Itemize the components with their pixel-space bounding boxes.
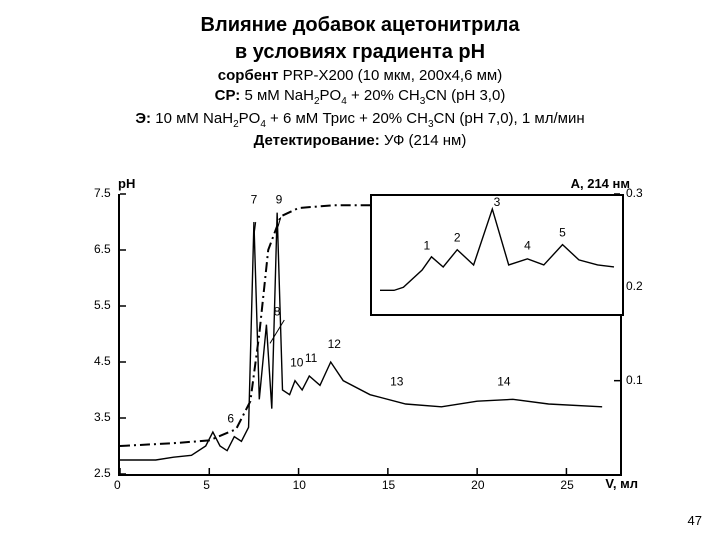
svg-text:6: 6 <box>227 412 234 426</box>
svg-text:4: 4 <box>524 239 531 253</box>
inset-svg: 1 2 3 4 5 <box>372 196 622 314</box>
chart-container: pH A, 214 нм V, мл 67891011121314 12345 … <box>80 180 640 510</box>
e-line: Э: 10 мМ NaH2PO4 + 6 мМ Трис + 20% CH3CN… <box>0 109 720 132</box>
svg-text:9: 9 <box>276 192 283 206</box>
svg-text:13: 13 <box>390 374 404 388</box>
svg-text:2: 2 <box>454 231 461 245</box>
x-axis-label: V, мл <box>605 476 638 491</box>
svg-text:8: 8 <box>274 304 281 318</box>
svg-text:1: 1 <box>423 239 430 253</box>
plot-area: 67891011121314 12345 <box>118 194 622 476</box>
y-left-label: pH <box>118 176 135 191</box>
svg-text:7: 7 <box>251 192 258 206</box>
title-line-1: Влияние добавок ацетонитрила <box>0 12 720 39</box>
sorbent-line: сорбент PRP-X200 (10 мкм, 200x4,6 мм) <box>0 66 720 86</box>
svg-text:3: 3 <box>494 196 501 209</box>
svg-text:5: 5 <box>559 226 566 240</box>
sorbent-label: сорбент <box>218 67 283 84</box>
svg-text:12: 12 <box>328 337 342 351</box>
svg-text:11: 11 <box>305 351 318 365</box>
slide: Влияние добавок ацетонитрила в условиях … <box>0 0 720 540</box>
slide-number: 47 <box>688 513 702 528</box>
e-label: Э: <box>135 110 155 127</box>
inset-chart: 1 2 3 4 5 <box>370 194 624 316</box>
cp-line: СР: 5 мМ NaH2PO4 + 20% CH3CN (рН 3,0) <box>0 86 720 109</box>
detection-line: Детектирование: УФ (214 нм) <box>0 131 720 151</box>
detection-value: УФ (214 нм) <box>384 132 466 149</box>
svg-text:10: 10 <box>290 356 304 370</box>
svg-text:14: 14 <box>497 374 511 388</box>
y-right-label: A, 214 нм <box>571 176 630 191</box>
title-block: Влияние добавок ацетонитрила в условиях … <box>0 0 720 152</box>
detection-label: Детектирование: <box>254 132 384 149</box>
title-line-2: в условиях градиента рН <box>0 39 720 66</box>
cp-label: СР: <box>215 87 245 104</box>
sorbent-value: PRP-X200 (10 мкм, 200x4,6 мм) <box>283 67 503 84</box>
